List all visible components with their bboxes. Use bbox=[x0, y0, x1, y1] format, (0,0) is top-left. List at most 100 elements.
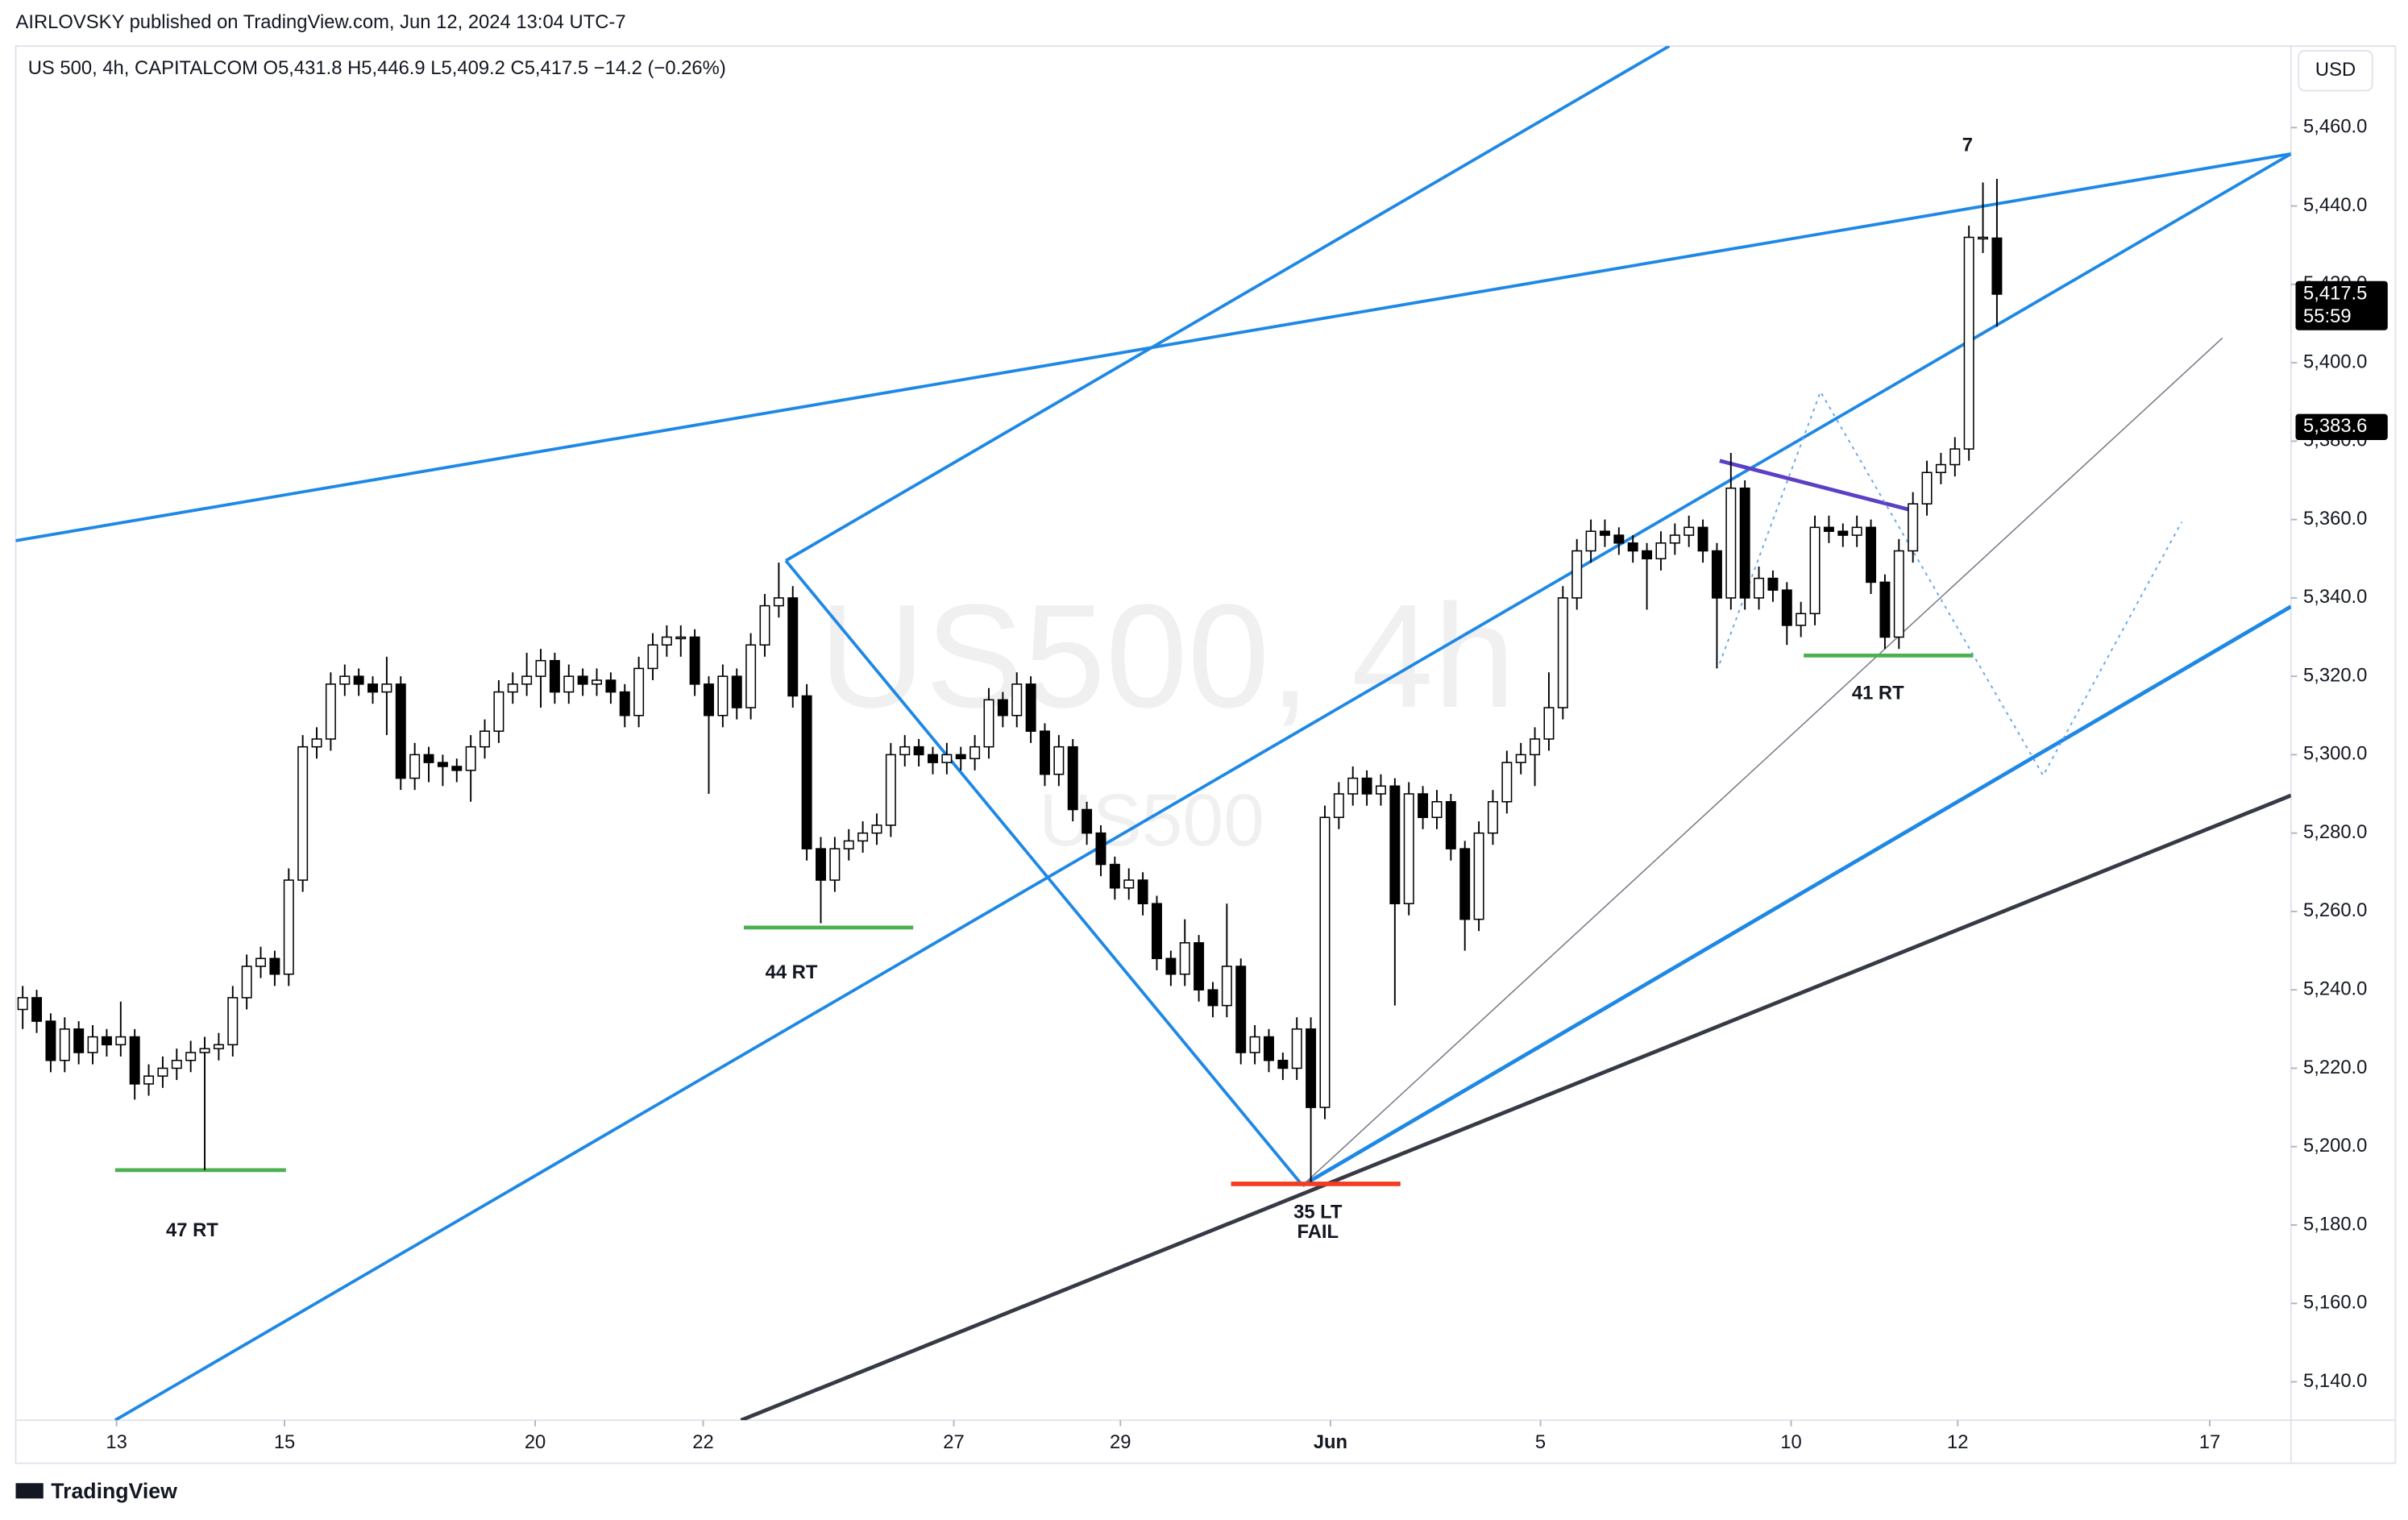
candle-body bbox=[73, 1028, 85, 1053]
x-tick-label: 27 bbox=[943, 1431, 964, 1453]
candle-body bbox=[1669, 534, 1680, 544]
y-tick-label: 5,440.0 bbox=[2303, 194, 2367, 216]
trend-line bbox=[1301, 604, 2291, 1187]
candle-body bbox=[857, 832, 869, 842]
candle-body bbox=[255, 957, 267, 967]
candle-body bbox=[1949, 448, 1961, 466]
candle-body bbox=[1809, 526, 1821, 615]
candles bbox=[17, 179, 2003, 1182]
annotation: 41 RT bbox=[1852, 682, 1904, 704]
candle-body bbox=[381, 683, 392, 693]
currency[interactable]: USD bbox=[2315, 59, 2356, 81]
trend-line bbox=[1302, 337, 2223, 1186]
candle-body bbox=[1879, 581, 1891, 638]
candle-body bbox=[689, 636, 700, 685]
candle-body bbox=[731, 675, 742, 708]
candle-body bbox=[1627, 542, 1638, 552]
trend-line bbox=[114, 152, 2291, 1421]
candle-body bbox=[507, 683, 518, 693]
candle-body bbox=[619, 691, 630, 716]
x-tick-label: 17 bbox=[2199, 1431, 2220, 1453]
candle-body bbox=[1893, 550, 1904, 638]
candle-body bbox=[1347, 777, 1359, 795]
candle-body bbox=[843, 840, 854, 849]
trend-line bbox=[1719, 459, 1916, 513]
candle-body bbox=[549, 659, 560, 693]
candle-body bbox=[1935, 463, 1946, 474]
price-tag bbox=[2295, 413, 2388, 441]
candle-body bbox=[535, 659, 546, 677]
candle-body bbox=[199, 1048, 210, 1053]
candle-body bbox=[1165, 957, 1177, 975]
candle-body bbox=[1473, 832, 1484, 920]
candle-body bbox=[829, 848, 841, 881]
candle-body bbox=[1530, 738, 1541, 756]
candle-body bbox=[1655, 542, 1667, 560]
candle-body bbox=[1866, 526, 1877, 583]
candle-body bbox=[1389, 785, 1401, 904]
y-tick-label: 5,280.0 bbox=[2303, 821, 2367, 843]
x-tick-label: 15 bbox=[274, 1431, 295, 1453]
candle-body bbox=[101, 1036, 112, 1046]
currency-button[interactable] bbox=[2298, 49, 2373, 92]
candle-body bbox=[592, 679, 602, 685]
candle-body bbox=[1754, 577, 1765, 599]
candle-body bbox=[1306, 1028, 1317, 1108]
candle-body bbox=[816, 848, 826, 881]
candle-body bbox=[1543, 707, 1555, 740]
y-tick-label: 5,320.0 bbox=[2303, 664, 2367, 686]
candle-body bbox=[1501, 762, 1513, 803]
candle-body bbox=[1221, 966, 1232, 1007]
candle-body bbox=[1767, 577, 1779, 591]
candle-body bbox=[801, 695, 812, 849]
candle-body bbox=[1515, 754, 1526, 763]
candle-body bbox=[1684, 526, 1695, 536]
candle-body bbox=[1249, 1036, 1260, 1053]
candle-body bbox=[704, 683, 714, 716]
trend-line bbox=[740, 793, 2291, 1421]
candle-body bbox=[899, 745, 911, 756]
candle-body bbox=[1235, 966, 1247, 1053]
watermark: US500, 4h bbox=[819, 573, 1515, 738]
published-line: AIRLOVSKY published on TradingView.com, … bbox=[15, 11, 625, 33]
candle-body bbox=[885, 754, 896, 826]
candle-body bbox=[1921, 471, 1933, 505]
brand: TradingView bbox=[51, 1479, 177, 1503]
candle-body bbox=[1291, 1028, 1302, 1069]
y-tick-label: 5,240.0 bbox=[2303, 978, 2367, 999]
candle-body bbox=[997, 699, 1008, 716]
y-tick-label: 5,340.0 bbox=[2303, 586, 2367, 608]
trend-line bbox=[785, 46, 1671, 563]
candle-body bbox=[521, 675, 533, 685]
candle-body bbox=[1445, 801, 1456, 849]
candle-body bbox=[1263, 1036, 1274, 1061]
candle-body bbox=[87, 1036, 98, 1053]
candle-body bbox=[1642, 550, 1653, 560]
candle-body bbox=[1739, 487, 1750, 599]
candle-body bbox=[1067, 745, 1078, 811]
annotation: 47 RT bbox=[166, 1219, 218, 1241]
candle-body bbox=[1459, 848, 1471, 920]
candle-body bbox=[913, 745, 924, 756]
candle-body bbox=[1179, 942, 1190, 975]
candle-body bbox=[1095, 832, 1106, 866]
price-tag bbox=[2295, 280, 2388, 330]
candle-body bbox=[1319, 816, 1331, 1108]
candle-body bbox=[1011, 683, 1023, 716]
y-tick-label: 5,460.0 bbox=[2303, 116, 2367, 138]
frame bbox=[15, 45, 2397, 1464]
candle-body bbox=[1487, 801, 1498, 834]
candle-body bbox=[31, 997, 43, 1022]
candle-body bbox=[1082, 808, 1093, 834]
candle-body bbox=[1781, 589, 1792, 626]
candle-body bbox=[1796, 613, 1807, 626]
x-tick-label: 12 bbox=[1947, 1431, 1968, 1453]
candle-body bbox=[45, 1020, 56, 1061]
candle-body bbox=[1908, 503, 1919, 552]
candle-body bbox=[675, 636, 687, 640]
candle-body bbox=[1431, 801, 1443, 818]
y-tick-label: 5,360.0 bbox=[2303, 508, 2367, 530]
candle-body bbox=[1557, 597, 1568, 708]
